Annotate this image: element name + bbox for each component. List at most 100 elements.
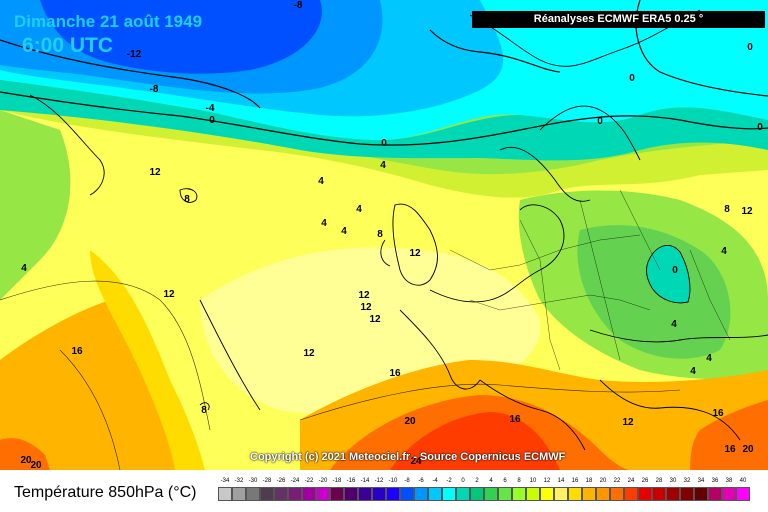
scale-swatch: [372, 487, 386, 501]
isotherm-label: 16: [712, 408, 724, 419]
isotherm-label: 12: [409, 248, 421, 259]
isotherm-label: 0: [757, 122, 763, 133]
scale-label: 34: [697, 478, 705, 484]
isotherms-thin: [0, 280, 681, 470]
scale-label: -22: [304, 478, 314, 484]
scale-label: 40: [739, 478, 747, 484]
isotherm-label: 16: [389, 368, 401, 379]
isotherm-label: 12: [622, 417, 634, 428]
isotherm-label: 4: [321, 218, 327, 229]
scale-swatch: [694, 487, 708, 501]
scale-swatch: [484, 487, 498, 501]
scale-swatch: [596, 487, 610, 501]
isotherm-label: 12: [369, 314, 381, 325]
scale-swatch: [540, 487, 554, 501]
scale-label: -24: [290, 478, 300, 484]
scale-swatch: [428, 487, 442, 501]
scale-swatch: [456, 487, 470, 501]
scale-label: 12: [543, 478, 551, 484]
scale-swatch: [624, 487, 638, 501]
scale-label: -18: [332, 478, 342, 484]
scale-swatch: [232, 487, 246, 501]
temp-zone-cold-east: [646, 245, 690, 303]
temp-zone-west: [0, 110, 71, 300]
scale-label: 32: [683, 478, 691, 484]
scale-label: -34: [220, 478, 230, 484]
scale-swatch: [498, 487, 512, 501]
scale-swatch: [666, 487, 680, 501]
isotherm-label: 4: [671, 319, 677, 330]
scale-label: 30: [669, 478, 677, 484]
isotherm-label: 4: [21, 263, 27, 274]
scale-label: 8: [517, 478, 521, 484]
isotherm-label: 0: [629, 73, 635, 84]
isotherm-label: 8: [201, 405, 207, 416]
source-label: Réanalyses ECMWF ERA5 0.25 °: [472, 11, 765, 28]
scale-swatch: [568, 487, 582, 501]
temp-zone-14-west: [90, 250, 205, 470]
isotherm-label: 8: [377, 229, 383, 240]
copyright-text: Copyright (c) 2021 Meteociel.fr - Source…: [250, 451, 566, 463]
isotherm-label: 4: [356, 204, 362, 215]
scale-label: 38: [725, 478, 733, 484]
isotherm-label: -12: [127, 49, 142, 60]
scale-label: -2: [446, 478, 452, 484]
isotherm-label: -8: [150, 84, 159, 95]
map-time: 6:00 UTC: [22, 34, 114, 57]
borders: [449, 189, 731, 371]
scale-label: 0: [461, 478, 465, 484]
isotherm-label: 12: [163, 289, 175, 300]
scale-label: 22: [613, 478, 621, 484]
temp-zone-20-east: [690, 400, 768, 470]
isotherm-label: -8: [294, 0, 303, 11]
scale-swatch: [582, 487, 596, 501]
scale-swatch: [316, 487, 330, 501]
temp-zone-east-dark: [577, 225, 731, 359]
isotherm-label: 12: [149, 167, 161, 178]
isotherm-label: 16: [724, 444, 736, 455]
scale-label: 4: [489, 478, 493, 484]
scale-label: -32: [234, 478, 244, 484]
scale-label: 24: [627, 478, 635, 484]
isotherm-label: 0: [209, 115, 215, 126]
temp-zone-24: [390, 412, 560, 470]
scale-swatch: [414, 487, 428, 501]
scale-label: 36: [711, 478, 719, 484]
scale-label: -12: [374, 478, 384, 484]
isotherm-label: 0: [672, 265, 678, 276]
isotherm-label: 12: [741, 206, 753, 217]
isotherm-label: 4: [380, 160, 386, 171]
scale-swatch: [400, 487, 414, 501]
scale-label: 18: [585, 478, 593, 484]
scale-label: -30: [248, 478, 258, 484]
scale-swatch: [288, 487, 302, 501]
scale-label: -4: [432, 478, 438, 484]
isotherm-label: 12: [303, 348, 315, 359]
isotherm-label: 16: [71, 346, 83, 357]
isotherm-label: 4: [706, 353, 712, 364]
scale-swatch: [554, 487, 568, 501]
coastlines: [29, 9, 768, 451]
map-date: Dimanche 21 août 1949: [14, 12, 203, 31]
scale-label: -20: [318, 478, 328, 484]
scale-label: -14: [360, 478, 370, 484]
isotherm-label: 4: [721, 246, 727, 257]
scale-swatch: [680, 487, 694, 501]
isotherm-label: -4: [206, 103, 215, 114]
isotherm-label: 4: [318, 176, 324, 187]
isotherm-label: 20: [742, 444, 754, 455]
scale-swatch: [358, 487, 372, 501]
legend-title: Température 850hPa (°C): [14, 484, 197, 501]
isotherm-label: 8: [724, 204, 730, 215]
scale-swatch: [302, 487, 316, 501]
scale-label: 10: [529, 478, 537, 484]
scale-swatch: [526, 487, 540, 501]
scale-swatch: [442, 487, 456, 501]
isotherm-label: 20: [20, 455, 32, 466]
scale-swatch: [260, 487, 274, 501]
scale-label: -10: [388, 478, 398, 484]
temp-zone-20-sw: [0, 438, 50, 470]
scale-label: 26: [641, 478, 649, 484]
isotherm-label: 12: [358, 290, 370, 301]
